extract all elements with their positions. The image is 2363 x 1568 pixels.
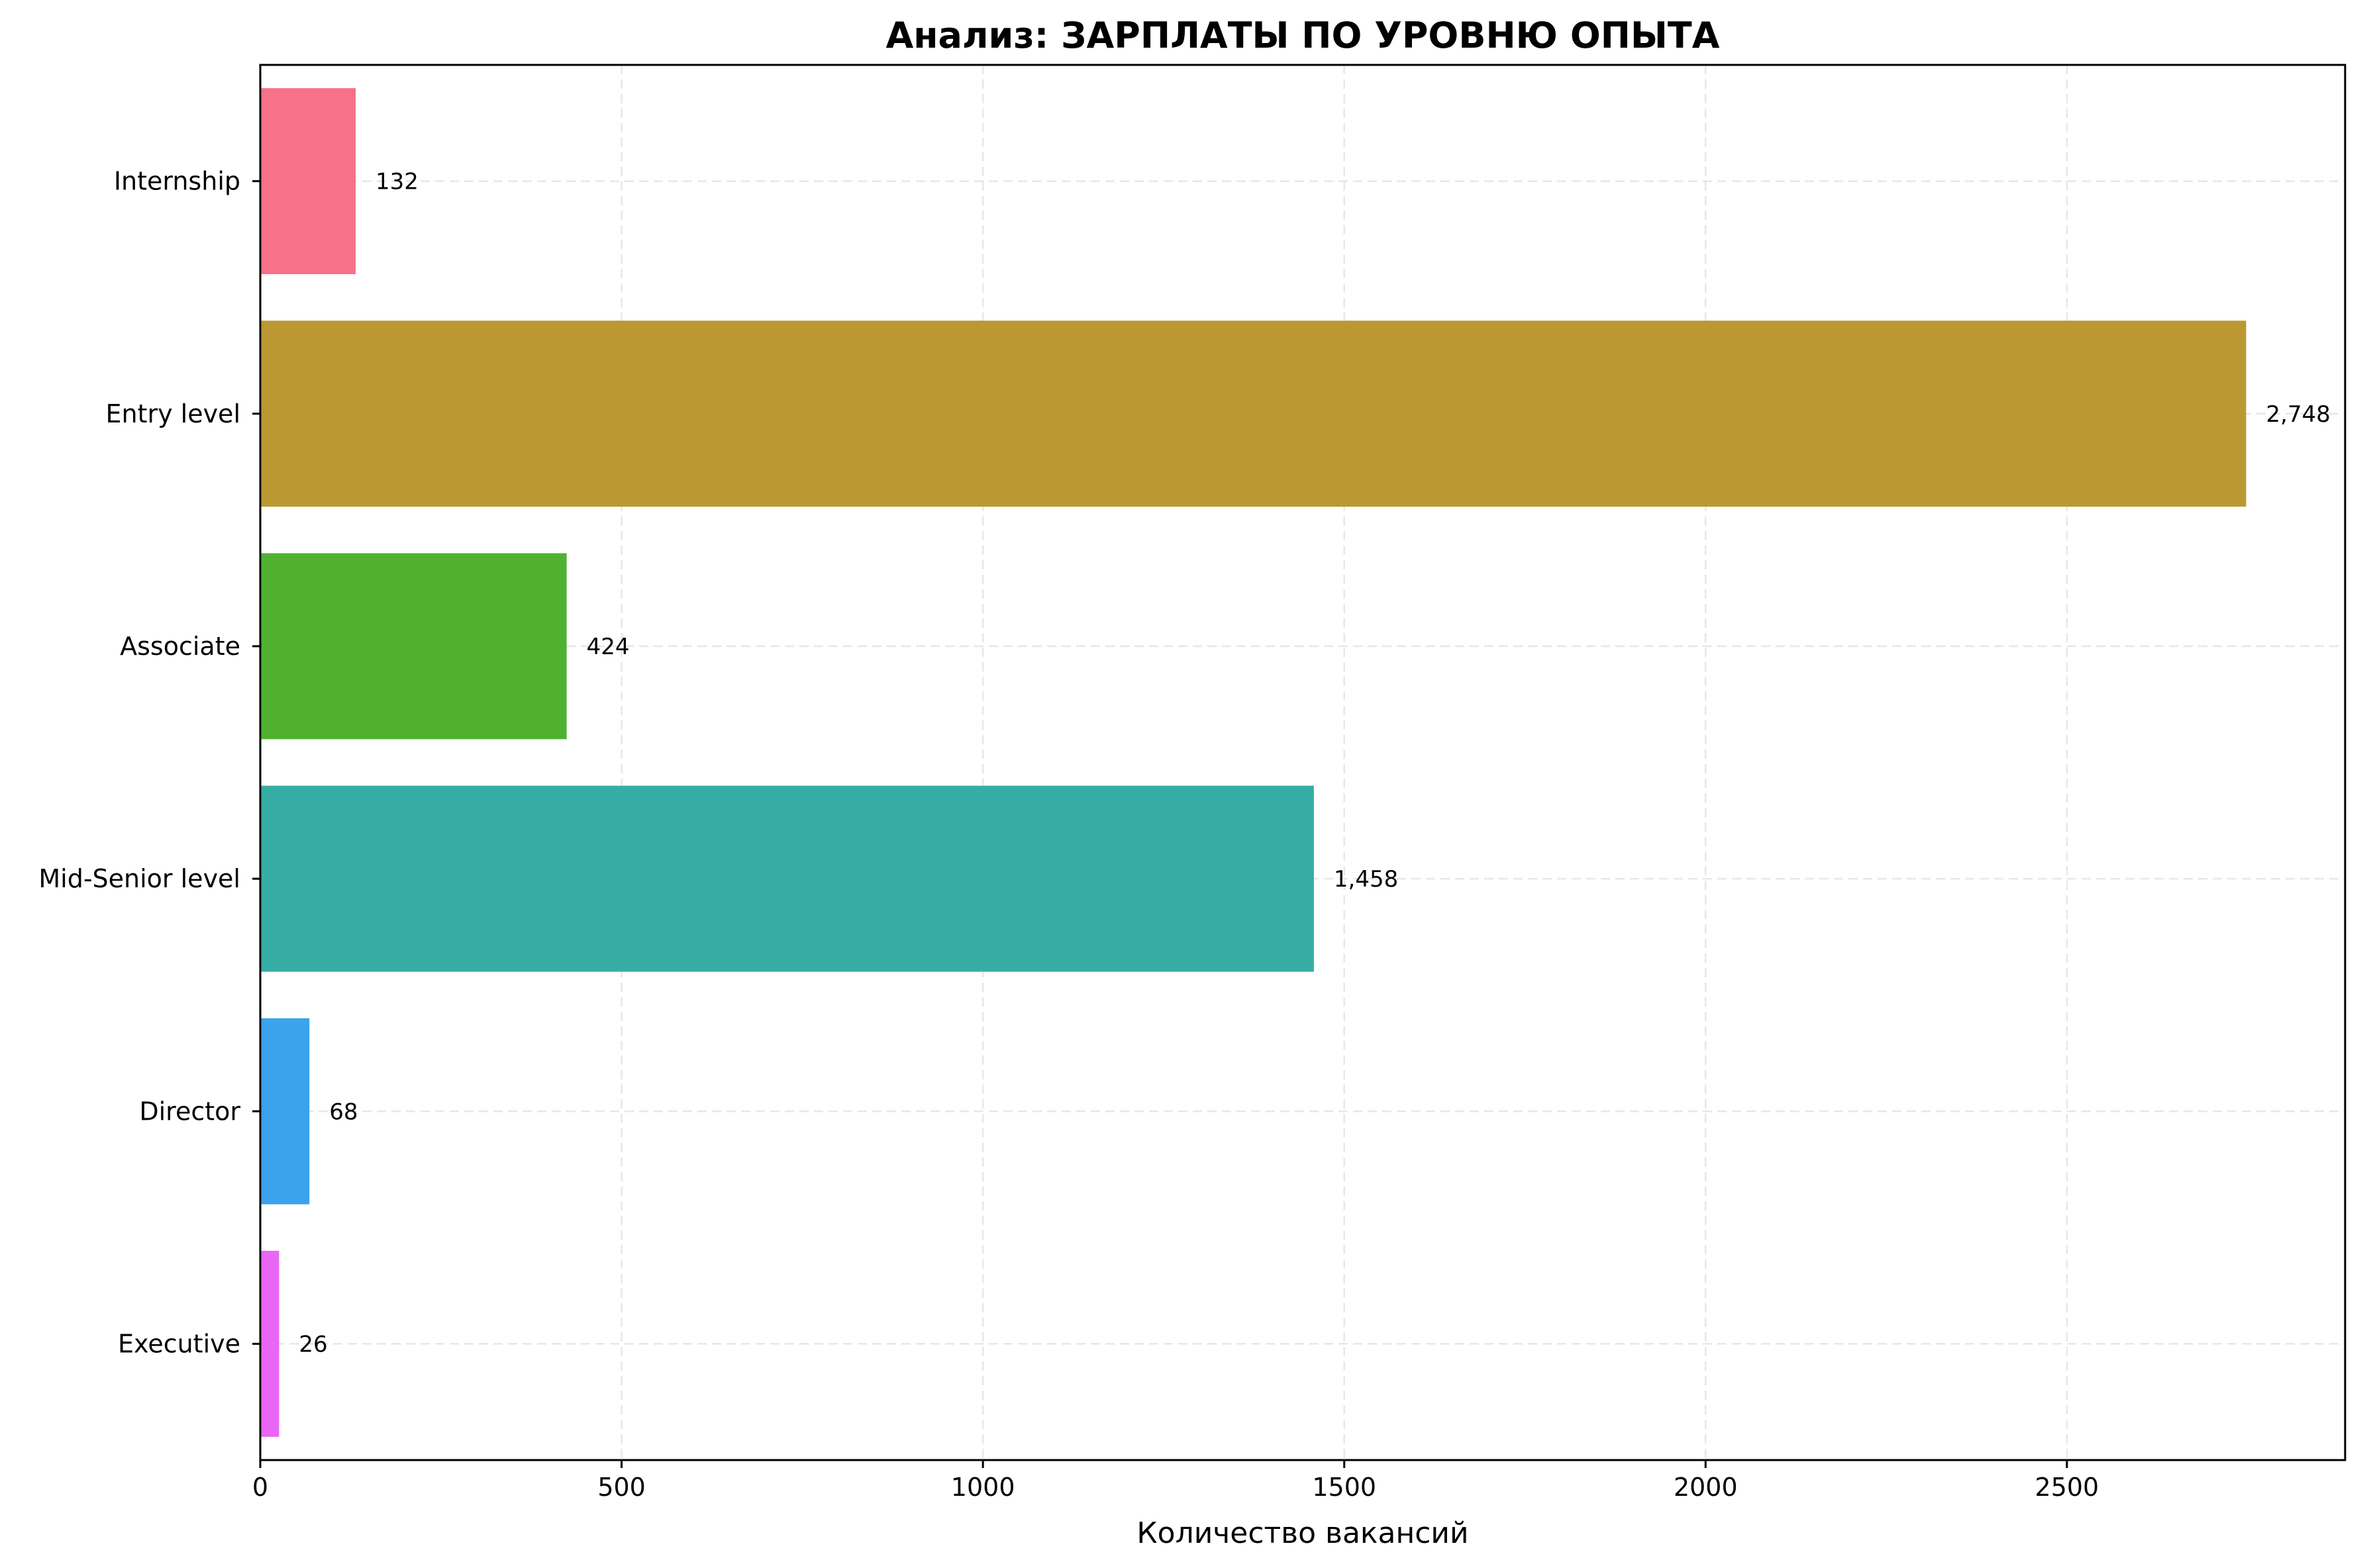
data-label: 2,748 xyxy=(2266,401,2331,428)
data-label: 424 xyxy=(587,634,630,660)
x-axis-label: Количество вакансий xyxy=(1136,1516,1468,1550)
chart-title: Анализ: ЗАРПЛАТЫ ПО УРОВНЮ ОПЫТА xyxy=(885,15,1719,56)
x-axis-ticks: 0 500 1000 1500 2000 2500 xyxy=(252,1460,2099,1502)
x-tick-label: 500 xyxy=(597,1473,646,1502)
x-tick-label: 2500 xyxy=(2035,1473,2099,1502)
plot-frame xyxy=(259,64,2346,1461)
data-labels: 132 2,748 424 1,458 68 26 xyxy=(299,169,2330,1358)
y-tick-label: Executive xyxy=(118,1329,240,1358)
data-label: 26 xyxy=(299,1331,327,1357)
x-tick-label: 1500 xyxy=(1312,1473,1376,1502)
bar xyxy=(260,88,356,275)
x-tick-label: 2000 xyxy=(1674,1473,1738,1502)
y-axis-ticks: Internship Entry level Associate Mid-Senior… xyxy=(38,167,260,1358)
bar xyxy=(260,1250,279,1437)
x-tick-label: 0 xyxy=(252,1473,268,1502)
y-tick-label: Entry level xyxy=(105,399,240,428)
y-tick-label: Internship xyxy=(114,167,240,196)
y-tick-label: Director xyxy=(139,1097,240,1126)
x-tick-label: 1000 xyxy=(951,1473,1015,1502)
bar xyxy=(260,320,2246,507)
y-tick-label: Mid-Senior level xyxy=(38,864,240,893)
bars xyxy=(260,88,2246,1437)
data-label: 132 xyxy=(376,169,419,195)
data-label: 68 xyxy=(329,1099,358,1125)
data-label: 1,458 xyxy=(1334,866,1398,893)
bar xyxy=(260,785,1314,972)
grid-lines xyxy=(259,65,2345,1460)
bar xyxy=(260,553,567,740)
y-tick-label: Associate xyxy=(120,632,240,661)
bar xyxy=(260,1018,310,1204)
